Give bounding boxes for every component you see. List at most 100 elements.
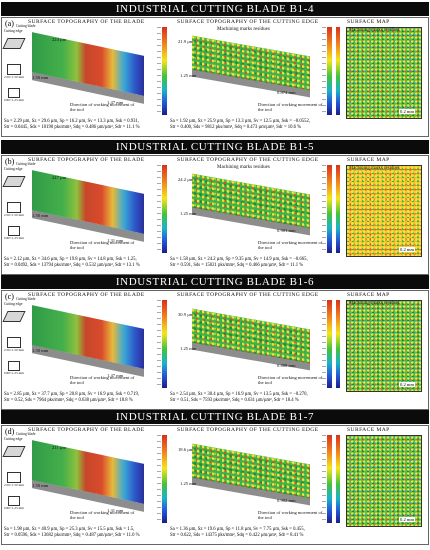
blade-y-label: 1.50 mm (32, 75, 49, 80)
edge-x-label: 0.874 mm (277, 90, 296, 95)
colorbar (327, 165, 332, 253)
panel-label: (b) (5, 157, 15, 166)
blade-roughness-params: Sa = 2.85 µm, Sz = 37.7 µm, Sp = 20.8 µm… (4, 392, 139, 404)
sample-region-a (7, 472, 21, 483)
cutting-blade-label: Cutting blade (16, 432, 36, 436)
blade-direction-label: Direction of working movement of the too… (70, 240, 135, 250)
sample-region-b (8, 496, 20, 506)
stats-line: Sa = 1.98 µm, Sz = 40.9 µm, Sp = 25.3 µm… (4, 527, 135, 532)
sample-region-a (7, 64, 21, 75)
sample-region-b-label: 0.80×1.25 mm (4, 371, 24, 375)
section-title: INDUSTRIAL CUTTING BLADE B1-5 (1, 140, 429, 154)
scale-bar-label: 0.2 mm (399, 247, 416, 252)
sample-region-a (7, 337, 21, 348)
sample-region-a (7, 202, 21, 213)
blade-x-label: 1.47 mm (107, 100, 124, 105)
sample-region-b-label: 0.80×1.25 mm (4, 98, 24, 102)
colorbar-ticks (157, 27, 161, 115)
colorbar-ticks (157, 435, 161, 523)
edge-x-label: 0.888 mm (277, 363, 296, 368)
edge-roughness-params: Sa = 1.36 µm, Sz = 19.6 µm, Sp = 11.8 µm… (170, 527, 305, 539)
blade-direction-label: Direction of working movement of the too… (70, 510, 135, 520)
map-residues-label: Machining marks residues (349, 28, 400, 33)
stats-line: Str = 0.0596, Sds = 13682 pks/mm², Sdq =… (4, 533, 140, 538)
sample-region-b (8, 226, 20, 236)
section-title: INDUSTRIAL CUTTING BLADE B1-4 (1, 2, 429, 16)
cutting-blade-label: Cutting blade (16, 162, 36, 166)
colorbar (162, 165, 167, 253)
edge-y-label: 1.25 mm (180, 346, 197, 351)
cutting-blade-label: Cutting blade (16, 24, 36, 28)
figure-section: (d) SURFACE TOPOGRAPHY OF THE BLADE SURFAC… (1, 425, 429, 545)
blade-height-label: 247 µm (52, 175, 67, 180)
panel-label: (c) (5, 292, 14, 301)
stats-line: Str = 0.51, Sds = 7593 pks/mm², Sdq = 0.… (170, 398, 299, 403)
section-title: INDUSTRIAL CUTTING BLADE B1-6 (1, 275, 429, 289)
scale-bar-label: 0.2 mm (399, 109, 416, 114)
colorbar (327, 435, 332, 523)
edge-direction-label: Direction of working movement of the too… (258, 102, 323, 112)
blade-panel-title: SURFACE TOPOGRAPHY OF THE BLADE (28, 427, 145, 433)
map-panel-title: SURFACE MAP (347, 427, 390, 433)
map-panel-title: SURFACE MAP (347, 19, 390, 25)
colorbar (327, 300, 332, 388)
edge-y-label: 1.25 mm (180, 211, 197, 216)
edge-panel-title: SURFACE TOPOGRAPHY OF THE CUTTING EDGE (177, 427, 319, 433)
blade-topography-3d (32, 440, 144, 504)
map-panel-title: SURFACE MAP (347, 157, 390, 163)
blade-sample-icon (2, 446, 26, 457)
stats-line: Str = 0.591, Sds = 15021 pks/mm², Sdq = … (170, 263, 304, 268)
blade-direction-label: Direction of working movement of the too… (70, 102, 135, 112)
stats-line: Str = 0.0492, Sds = 13794 pks/mm², Sdq =… (4, 263, 140, 268)
blade-x-label: 1.31 mm (107, 508, 124, 513)
colorbar (336, 435, 340, 523)
sample-region-a-label: 2.50×1.50 mm (4, 75, 24, 79)
blade-roughness-params: Sa = 2.29 µm, Sz = 29.6 µm, Sp = 16.2 µm… (4, 119, 140, 131)
figure-section: (b) SURFACE TOPOGRAPHY OF THE BLADE SURFAC… (1, 155, 429, 275)
stats-line: Str = 0.622, Sds = 14375 pks/mm², Sdq = … (170, 533, 304, 538)
colorbar (162, 27, 167, 115)
edge-height-label: 18.6 µm (178, 447, 194, 452)
blade-topography-3d (32, 170, 144, 234)
colorbar-ticks (322, 435, 326, 523)
colorbar (336, 300, 340, 388)
colorbar (162, 435, 167, 523)
edge-panel-title: SURFACE TOPOGRAPHY OF THE CUTTING EDGE (177, 19, 319, 25)
stats-line: Sa = 1.92 µm, Sz = 25.9 µm, Sp = 13.3 µm… (170, 119, 310, 124)
edge-roughness-params: Sa = 1.92 µm, Sz = 25.9 µm, Sp = 13.3 µm… (170, 119, 310, 131)
stats-line: Sa = 2.54 µm, Sz = 30.4 µm, Sp = 16.9 µm… (170, 392, 308, 397)
colorbar (336, 165, 340, 253)
edge-topography-3d (192, 443, 310, 499)
edge-height-label: 21.9 µm (178, 39, 194, 44)
map-panel-title: SURFACE MAP (347, 292, 390, 298)
stats-line: Str = 0.52, Sds = 7964 pks/mm², Sdq = 0.… (4, 398, 133, 403)
blade-height-label: 224 µm (52, 37, 67, 42)
blade-panel-title: SURFACE TOPOGRAPHY OF THE BLADE (28, 157, 145, 163)
edge-y-label: 1.25 mm (180, 481, 197, 486)
blade-sample-icon (2, 38, 26, 49)
scale-bar-label: 0.2 mm (399, 517, 416, 522)
stats-line: Sa = 2.12 µm, Sz = 34.6 µm, Sp = 19.8 µm… (4, 257, 137, 262)
edge-roughness-params: Sa = 1.58 µm, Sz = 24.2 µm, Sp = 9.35 µm… (170, 257, 308, 269)
map-residues-label: Machining marks residues (349, 301, 400, 306)
colorbar-ticks (157, 300, 161, 388)
stats-line: Sa = 2.29 µm, Sz = 29.6 µm, Sp = 16.2 µm… (4, 119, 139, 124)
blade-direction-label: Direction of working movement of the too… (70, 375, 135, 385)
edge-height-label: 24.2 µm (178, 177, 194, 182)
colorbar-ticks (322, 165, 326, 253)
cutting-blade-label: Cutting blade (16, 297, 36, 301)
colorbar (162, 300, 167, 388)
cutting-edge-label: Cutting edge (4, 302, 23, 306)
cutting-edge-label: Cutting edge (4, 437, 23, 441)
blade-panel-title: SURFACE TOPOGRAPHY OF THE BLADE (28, 19, 145, 25)
surface-map (346, 27, 422, 119)
blade-topography-3d (32, 305, 144, 369)
sample-region-a-label: 2.50×1.50 mm (4, 483, 24, 487)
sample-region-b (8, 88, 20, 98)
stats-line: Sa = 2.85 µm, Sz = 37.7 µm, Sp = 20.8 µm… (4, 392, 139, 397)
figure-section: (a) SURFACE TOPOGRAPHY OF THE BLADE SURFAC… (1, 17, 429, 137)
edge-roughness-params: Sa = 2.54 µm, Sz = 30.4 µm, Sp = 16.9 µm… (170, 392, 308, 404)
edge-x-label: 0.902 mm (277, 498, 296, 503)
colorbar-ticks (157, 165, 161, 253)
